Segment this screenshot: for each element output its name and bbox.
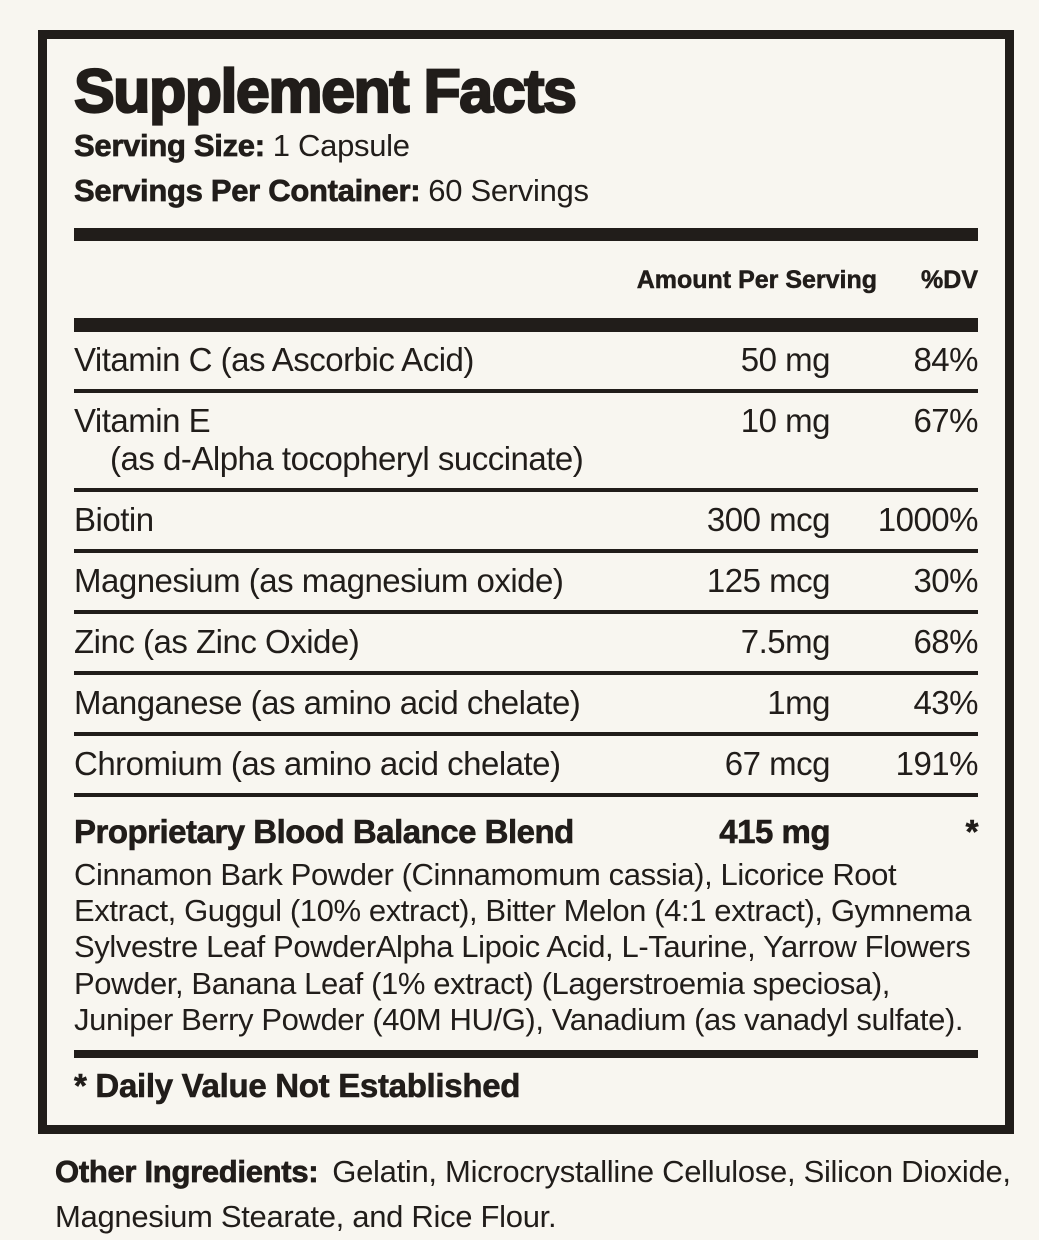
nutrient-name: Manganese (as amino acid chelate) — [74, 683, 581, 721]
nutrient-name: Magnesium (as magnesium oxide) — [74, 561, 564, 599]
nutrient-dv: 67% — [913, 401, 978, 439]
serving-size-label: Serving Size: — [74, 128, 266, 164]
nutrient-dv: 1000% — [877, 500, 979, 538]
servings-per-container-value: 60 Servings — [428, 172, 589, 208]
column-header-amount: Amount Per Serving — [636, 265, 878, 295]
divider-bar-footnote — [74, 1050, 978, 1059]
nutrient-amount: 125 mcg — [706, 561, 831, 599]
nutrient-amount: 50 mg — [740, 340, 831, 378]
nutrient-dv: 43% — [913, 683, 978, 721]
nutrient-row: Vitamin C (as Ascorbic Acid) 50 mg 84% — [74, 332, 979, 393]
divider-bar-header — [74, 317, 978, 332]
nutrient-name: Vitamin C (as Ascorbic Acid) — [74, 340, 474, 378]
supplement-facts-label: Supplement Facts Serving Size: 1 Capsule … — [38, 30, 1014, 1135]
nutrient-amount: 7.5mg — [740, 622, 831, 660]
blend-amount: 415 mg — [719, 812, 831, 851]
nutrient-name: Biotin — [74, 500, 154, 538]
nutrient-row: Biotin 300 mcg 1000% — [74, 492, 979, 553]
nutrient-row: Zinc (as Zinc Oxide) 7.5mg 68% — [74, 614, 979, 675]
nutrient-name: Zinc (as Zinc Oxide) — [74, 622, 360, 660]
nutrient-amount: 10 mg — [740, 401, 831, 439]
nutrient-row: Chromium (as amino acid chelate) 67 mcg … — [74, 736, 979, 797]
divider-bar-top — [74, 227, 978, 241]
servings-per-container-line: Servings Per Container: 60 Servings — [74, 171, 978, 212]
nutrient-row: Manganese (as amino acid chelate) 1mg 43… — [74, 675, 979, 736]
facts-header-row: Amount Per Serving %DV — [74, 241, 978, 318]
nutrient-amount: 1mg — [767, 683, 830, 721]
other-ingredients: Other Ingredients: Gelatin, Microcrystall… — [55, 1150, 1019, 1240]
column-header-dv: %DV — [921, 265, 978, 295]
blend-name: Proprietary Blood Balance Blend — [74, 812, 575, 851]
blend-dv: * — [965, 812, 978, 851]
nutrient-dv: 84% — [913, 340, 978, 378]
label-title: Supplement Facts — [73, 57, 578, 125]
nutrient-name: Chromium (as amino acid chelate) — [74, 744, 561, 782]
nutrient-dv: 30% — [913, 561, 978, 599]
other-ingredients-label: Other Ingredients: — [55, 1154, 319, 1190]
nutrient-row: Magnesium (as magnesium oxide) 125 mcg 3… — [74, 553, 979, 614]
servings-per-container-label: Servings Per Container: — [74, 172, 421, 209]
nutrient-amount: 300 mcg — [706, 500, 831, 538]
nutrient-amount: 67 mcg — [724, 744, 831, 782]
nutrient-dv: 68% — [913, 622, 978, 660]
blend-description: Cinnamon Bark Powder (Cinnamomum cassia)… — [74, 856, 972, 1037]
nutrient-name-secondary: (as d-Alpha tocopheryl succinate) — [110, 439, 584, 477]
serving-size-line: Serving Size: 1 Capsule — [74, 126, 978, 167]
nutrient-name: Vitamin E (as d-Alpha tocopheryl succinat… — [74, 402, 660, 478]
nutrient-row: Vitamin E (as d-Alpha tocopheryl succinat… — [74, 393, 979, 492]
serving-size-value: 1 Capsule — [272, 128, 410, 163]
daily-value-footnote: * Daily Value Not Established — [74, 1067, 521, 1105]
blend-row: Proprietary Blood Balance Blend 415 mg * — [74, 797, 979, 855]
nutrient-dv: 191% — [895, 744, 979, 782]
